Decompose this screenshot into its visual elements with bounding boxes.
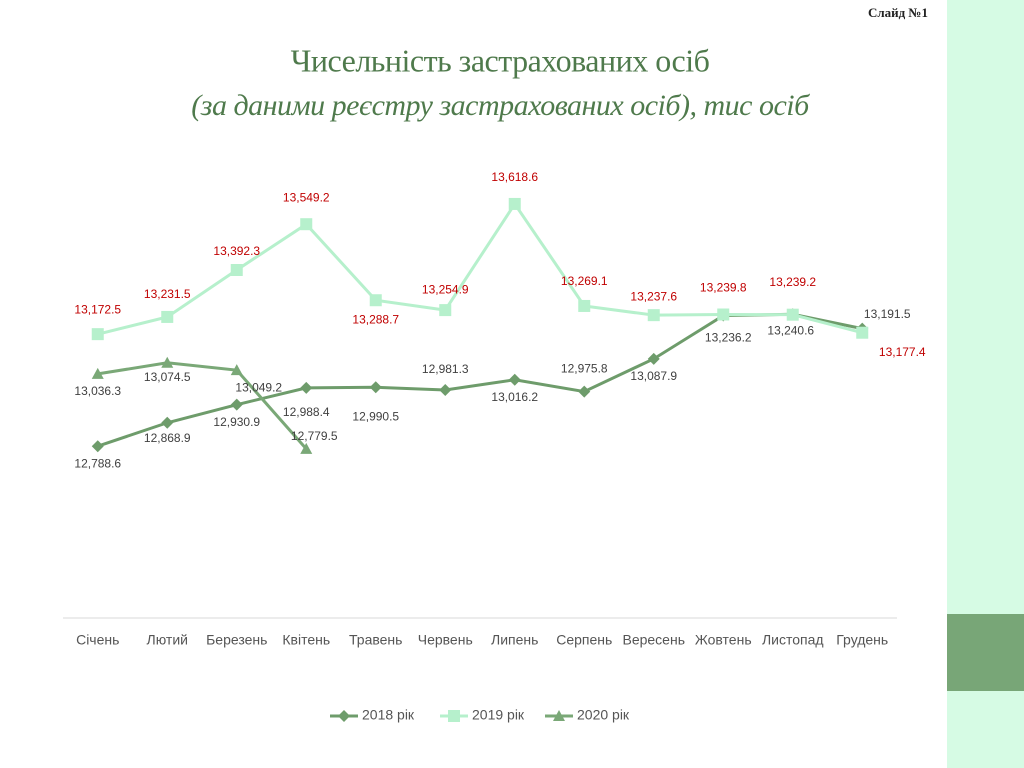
legend-marker [338, 710, 350, 722]
data-point [300, 442, 313, 454]
data-label: 13,177.4 [879, 345, 926, 359]
data-point [91, 440, 104, 453]
data-label: 13,016.2 [491, 390, 538, 404]
legend-marker [448, 710, 460, 722]
data-label: 12,990.5 [352, 409, 399, 423]
data-label: 13,240.6 [767, 323, 814, 337]
x-tick-label: Січень [76, 632, 119, 648]
x-tick-label: Серпень [556, 632, 612, 648]
data-point [508, 197, 521, 210]
legend-label: 2018 рік [362, 707, 415, 723]
data-label: 13,074.5 [144, 370, 191, 384]
data-point [300, 381, 313, 394]
data-label: 12,975.8 [561, 362, 608, 376]
data-label: 13,049.2 [235, 380, 282, 394]
data-label: 13,036.3 [74, 384, 121, 398]
x-tick-label: Червень [418, 632, 473, 648]
x-tick-label: Жовтень [695, 632, 752, 648]
x-tick-label: Вересень [622, 632, 685, 648]
x-tick-label: Лютий [147, 632, 188, 648]
data-label: 12,930.9 [213, 415, 260, 429]
data-point [230, 364, 243, 376]
data-point [856, 326, 869, 339]
data-point [230, 398, 243, 411]
data-point [508, 373, 521, 386]
data-label: 13,239.2 [769, 275, 816, 289]
data-label: 12,868.9 [144, 431, 191, 445]
data-label: 13,269.1 [561, 274, 608, 288]
data-label: 13,172.5 [74, 302, 121, 316]
data-point [439, 383, 452, 396]
x-tick-label: Листопад [762, 632, 824, 648]
data-label: 13,236.2 [705, 331, 752, 345]
x-tick-label: Липень [491, 632, 538, 648]
data-label: 12,988.4 [283, 405, 330, 419]
side-block [947, 614, 1024, 691]
data-point [717, 308, 730, 321]
data-label: 13,549.2 [283, 190, 330, 204]
data-point [161, 310, 174, 323]
data-point [300, 218, 313, 231]
data-point [578, 299, 591, 312]
data-point [161, 416, 174, 429]
data-label: 12,981.3 [422, 362, 469, 376]
x-tick-label: Квітень [282, 632, 330, 648]
data-label: 13,191.5 [864, 307, 911, 321]
data-point [439, 304, 452, 317]
data-label: 13,231.5 [144, 287, 191, 301]
legend-label: 2019 рік [472, 707, 525, 723]
data-label: 13,288.7 [352, 312, 399, 326]
chart-subtitle: (за даними реєстру застрахованих осіб), … [191, 89, 810, 122]
data-label: 13,392.3 [213, 244, 260, 258]
data-point [647, 352, 660, 365]
x-tick-label: Грудень [836, 632, 888, 648]
series-line [97, 361, 308, 450]
data-point [786, 308, 799, 321]
data-point [369, 381, 382, 394]
data-point [161, 356, 174, 368]
data-label: 12,779.5 [291, 429, 338, 443]
slide-label: Слайд №1 [868, 5, 928, 20]
legend-label: 2020 рік [577, 707, 630, 723]
data-point [91, 367, 104, 379]
data-label: 13,618.6 [491, 170, 538, 184]
x-tick-label: Березень [206, 632, 267, 648]
data-label: 13,239.8 [700, 281, 747, 295]
data-label: 13,237.6 [630, 289, 677, 303]
data-label: 13,087.9 [630, 369, 677, 383]
series-line [97, 201, 863, 336]
data-point [91, 328, 104, 341]
chart-title: Чисельність застрахованих осіб [291, 42, 710, 78]
data-point [230, 263, 243, 276]
legend-marker [553, 710, 565, 721]
data-label: 12,788.6 [74, 456, 121, 470]
data-label: 13,254.9 [422, 282, 469, 296]
data-point [647, 309, 660, 322]
x-tick-label: Травень [349, 632, 402, 648]
data-point [369, 294, 382, 307]
data-point [578, 385, 591, 398]
